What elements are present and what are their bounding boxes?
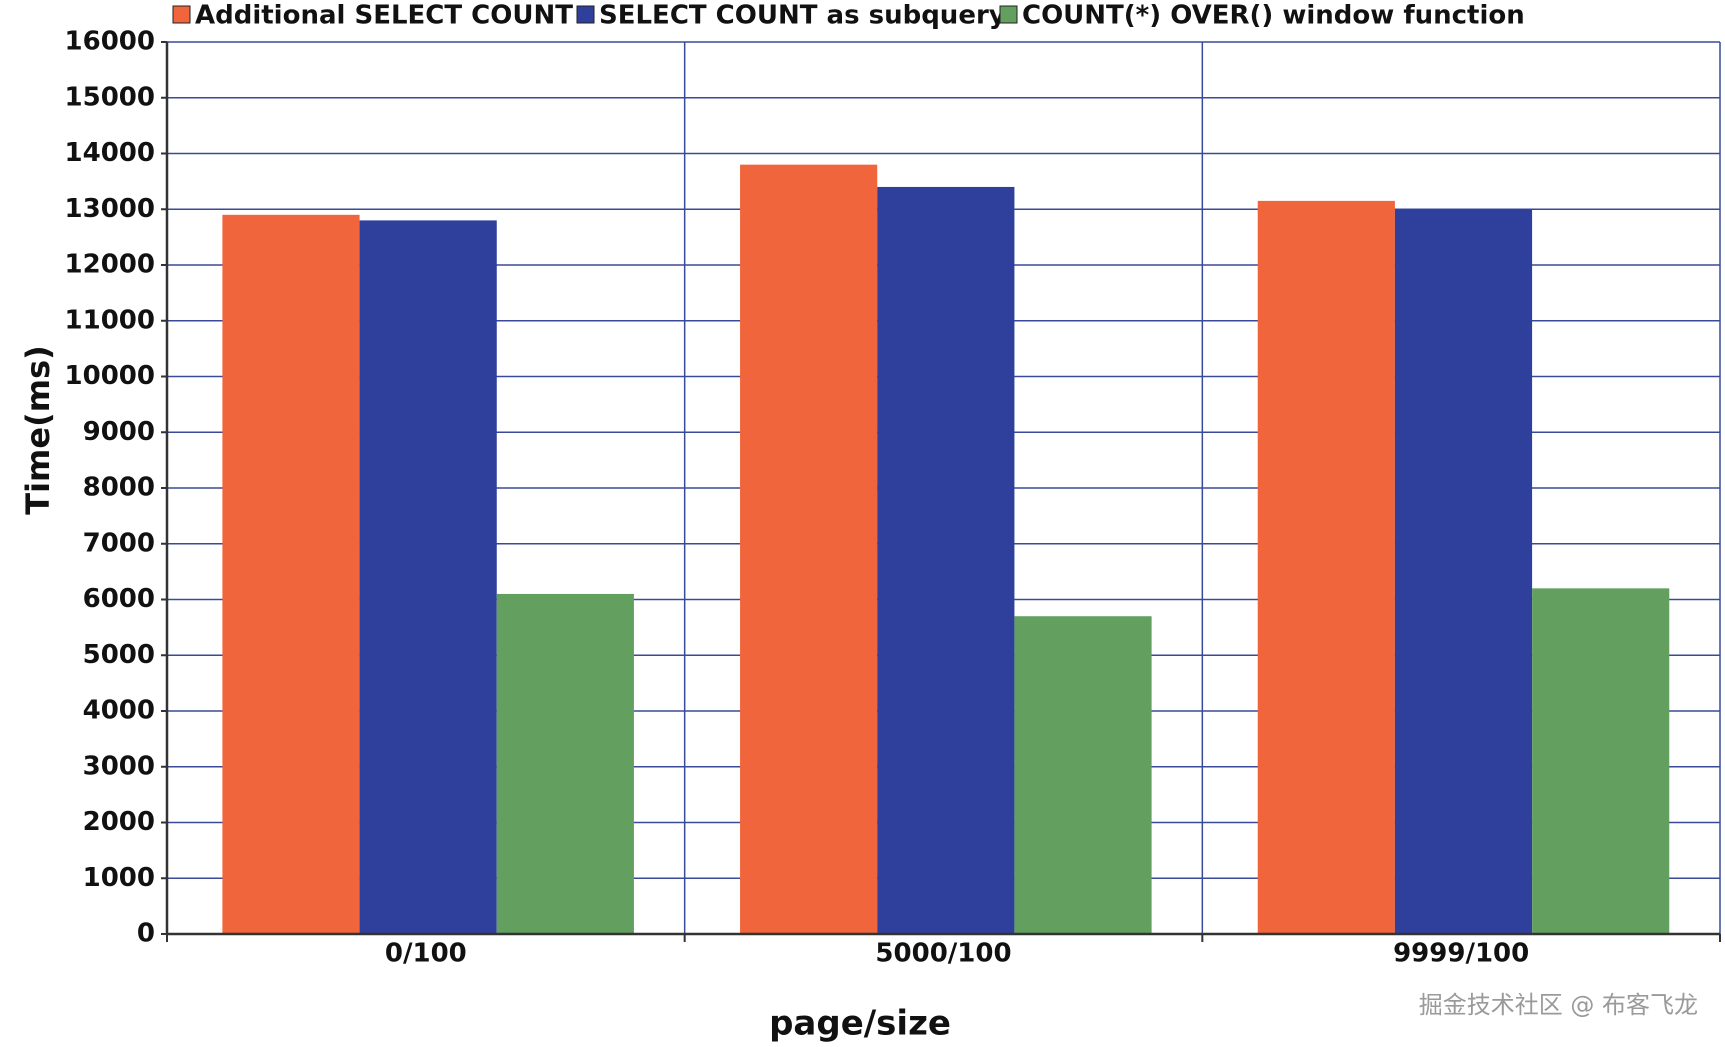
- y-tick-label: 9000: [83, 417, 155, 447]
- legend-label: SELECT COUNT as subquery: [599, 1, 1006, 31]
- y-tick-label: 11000: [65, 305, 155, 335]
- legend-label: COUNT(*) OVER() window function: [1022, 1, 1525, 31]
- legend-swatch: [999, 5, 1018, 24]
- y-tick-label: 8000: [83, 473, 155, 503]
- bar: [359, 220, 497, 934]
- bar: [740, 164, 878, 934]
- legend-swatch: [576, 5, 595, 24]
- watermark: 掘金技术社区 @ 布客飞龙: [1419, 991, 1698, 1019]
- y-tick-label: 7000: [83, 528, 155, 558]
- bar: [1394, 209, 1533, 934]
- y-tick-label: 6000: [83, 584, 155, 614]
- x-tick-label: 9999/100: [1393, 939, 1529, 969]
- y-tick-label: 1000: [83, 863, 155, 893]
- y-tick-label: 3000: [83, 751, 155, 781]
- y-tick-label: 2000: [83, 807, 155, 837]
- y-tick-label: 16000: [65, 27, 155, 57]
- x-tick-label: 5000/100: [875, 939, 1011, 969]
- y-axis-title: Time(ms): [19, 345, 57, 514]
- y-tick-label: 12000: [65, 250, 155, 280]
- y-tick-label: 10000: [65, 361, 155, 391]
- y-tick-label: 4000: [83, 696, 155, 726]
- bar: [1532, 588, 1670, 934]
- x-axis-title: page/size: [769, 1004, 951, 1044]
- bar: [1014, 616, 1152, 934]
- y-tick-label: 13000: [65, 194, 155, 224]
- bar: [222, 214, 360, 934]
- legend-swatch: [172, 5, 191, 24]
- y-tick-label: 15000: [65, 82, 155, 112]
- bar: [496, 593, 634, 934]
- bar: [877, 186, 1015, 934]
- y-tick-label: 0: [137, 919, 155, 949]
- y-tick-label: 5000: [83, 640, 155, 670]
- bar: [1257, 200, 1395, 934]
- legend-label: Additional SELECT COUNT: [195, 1, 573, 31]
- x-tick-label: 0/100: [385, 939, 467, 969]
- y-tick-label: 14000: [65, 138, 155, 168]
